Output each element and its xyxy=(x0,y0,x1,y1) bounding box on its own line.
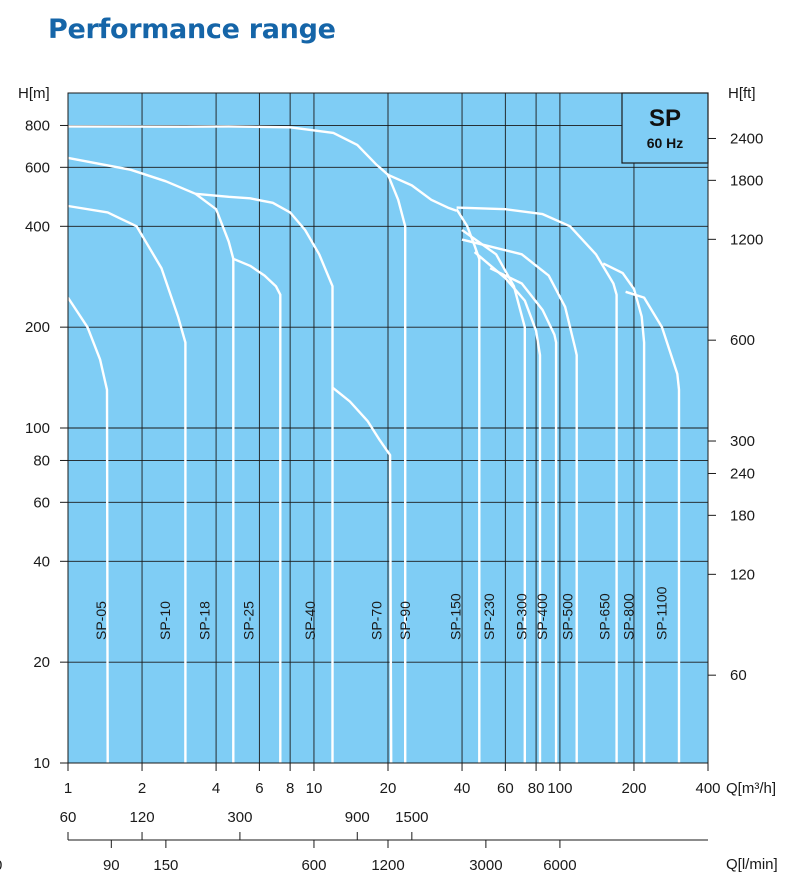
model-badge: SP 60 Hz xyxy=(621,92,709,164)
curve-sp-1100 xyxy=(625,290,681,763)
curve-label-sp-1100: SP-1100 xyxy=(654,586,670,640)
curve-labels: SP-05 SP-10 SP-18 SP-25 SP-40 SP-70 SP-90 SP-15… xyxy=(93,586,670,640)
x-tick-label-200: 200 xyxy=(621,780,646,797)
curve-label-sp-05: SP-05 xyxy=(93,601,109,640)
y-tick-label-400: 400 xyxy=(25,218,50,235)
curve-sp-90 xyxy=(387,173,458,212)
curve-sp-800 xyxy=(602,262,646,763)
lmin-tick-label-3000: 3000 xyxy=(469,857,502,874)
x-axis-label-m3h: Q[m³/h] xyxy=(726,780,776,797)
y-tick-label-40: 40 xyxy=(33,553,50,570)
lmin-tick-label-30: 30 xyxy=(0,857,2,874)
curves xyxy=(66,125,681,764)
y-ft-tick-label-1200: 1200 xyxy=(730,231,763,248)
y-ft-tick-label-2400: 2400 xyxy=(730,130,763,147)
curve-label-sp-300: SP-300 xyxy=(514,593,530,640)
curve-label-sp-18: SP-18 xyxy=(196,601,212,640)
grid xyxy=(68,93,708,763)
x-tick-label-1: 1 xyxy=(64,780,72,797)
y-tick-label-10: 10 xyxy=(33,755,50,772)
x-tick-label-40: 40 xyxy=(454,780,471,797)
x-tick-label-4: 4 xyxy=(212,780,220,797)
y-tick-label-800: 800 xyxy=(25,117,50,134)
curve-label-sp-10: SP-10 xyxy=(157,601,173,640)
lmin-tick-label-1500: 1500 xyxy=(395,809,428,826)
lmin-tick-label-6000: 6000 xyxy=(543,857,576,874)
x-tick-label-8: 8 xyxy=(286,780,294,797)
lmin-tick-label-150: 150 xyxy=(153,857,178,874)
curve-label-sp-70: SP-70 xyxy=(368,601,384,640)
badge-box xyxy=(621,92,709,164)
y-ft-tick-label-1800: 1800 xyxy=(730,172,763,189)
y-tick-label-600: 600 xyxy=(25,159,50,176)
y-ft-tick-label-180: 180 xyxy=(730,507,755,524)
curve-label-sp-400: SP-400 xyxy=(534,593,550,640)
x-tick-label-10: 10 xyxy=(306,780,323,797)
curve-label-sp-25: SP-25 xyxy=(241,601,257,640)
y-ft-tick-label-300: 300 xyxy=(730,433,755,450)
y-tick-label-60: 60 xyxy=(33,494,50,511)
y-ft-tick-label-240: 240 xyxy=(730,465,755,482)
curve-label-sp-650: SP-650 xyxy=(596,593,612,640)
curve-label-sp-500: SP-500 xyxy=(560,593,576,640)
curve-sp-230 xyxy=(461,229,526,763)
curve-sp-650 xyxy=(456,206,618,763)
x-tick-label-80: 80 xyxy=(528,780,545,797)
curve-sp-05 xyxy=(66,296,109,764)
axes: 8006004002001008060402010240018001200600… xyxy=(0,93,763,874)
y-ft-tick-label-120: 120 xyxy=(730,566,755,583)
curve-label-sp-230: SP-230 xyxy=(481,593,497,640)
y-ft-tick-label-60: 60 xyxy=(730,667,747,684)
badge-subtitle: 60 Hz xyxy=(647,135,684,151)
y-ft-tick-label-600: 600 xyxy=(730,332,755,349)
x-tick-label-20: 20 xyxy=(380,780,397,797)
curve-label-sp-40: SP-40 xyxy=(302,601,318,640)
x-tick-label-2: 2 xyxy=(138,780,146,797)
curve-sp-70-main xyxy=(67,125,407,763)
curve-sp-25 xyxy=(195,192,334,763)
x-tick-label-100: 100 xyxy=(547,780,572,797)
lmin-tick-label-120: 120 xyxy=(130,809,155,826)
curve-label-sp-90: SP-90 xyxy=(397,601,413,640)
lmin-tick-label-900: 900 xyxy=(345,809,370,826)
curve-label-sp-800: SP-800 xyxy=(621,593,637,640)
x-tick-label-60: 60 xyxy=(497,780,514,797)
y-axis-label-m: H[m] xyxy=(18,85,50,102)
lmin-tick-label-60: 60 xyxy=(60,809,77,826)
badge-title: SP xyxy=(649,105,681,132)
x-axis-label-lmin: Q[l/min] xyxy=(726,856,778,873)
curve-sp-70 xyxy=(331,386,393,764)
lmin-tick-label-90: 90 xyxy=(103,857,120,874)
lmin-tick-label-1200: 1200 xyxy=(371,857,404,874)
curve-label-sp-150: SP-150 xyxy=(448,593,464,640)
curve-sp-40 xyxy=(232,257,282,763)
y-tick-label-20: 20 xyxy=(33,654,50,671)
curve-sp-10 xyxy=(67,204,187,763)
x-tick-label-400: 400 xyxy=(695,780,720,797)
lmin-tick-label-600: 600 xyxy=(301,857,326,874)
lmin-tick-label-300: 300 xyxy=(227,809,252,826)
y-tick-label-80: 80 xyxy=(33,452,50,469)
curve-sp-400 xyxy=(489,267,558,763)
y-tick-label-200: 200 xyxy=(25,319,50,336)
curve-sp-500 xyxy=(461,238,578,763)
page-title: Performance range xyxy=(48,14,336,45)
x-tick-label-6: 6 xyxy=(255,780,263,797)
y-axis-label-ft: H[ft] xyxy=(728,85,756,102)
y-tick-label-100: 100 xyxy=(25,420,50,437)
